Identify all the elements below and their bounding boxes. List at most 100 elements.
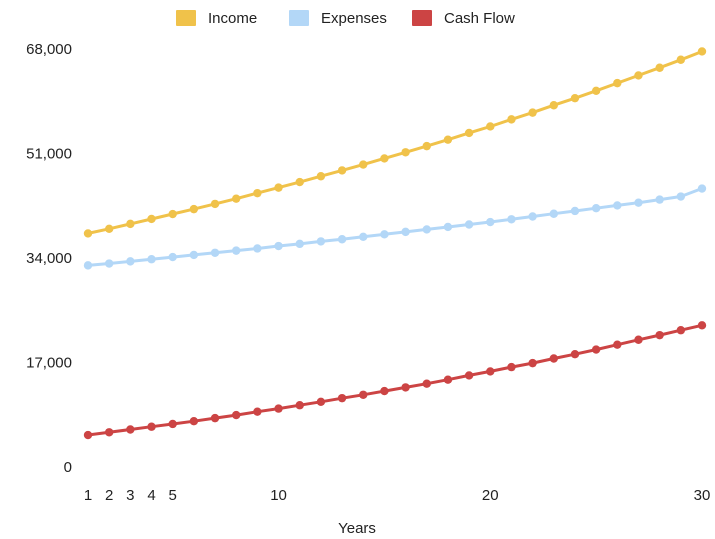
income-point [316,172,326,181]
expenses-point [422,225,431,234]
income-legend-label: Income [208,10,257,27]
income-point [613,78,622,88]
income-point [147,214,156,224]
cash-flow-point [697,321,707,330]
expenses-point [528,212,537,221]
expenses-point [380,230,389,239]
expenses-point [232,246,241,255]
x-tick-label: 5 [169,487,177,504]
income-point [443,135,453,144]
expenses-point [104,259,114,268]
income-legend-swatch [176,10,196,26]
expenses-point [83,261,93,270]
expenses-point [401,227,410,237]
income-point [464,128,474,138]
cash-flow-point [591,345,601,354]
cash-flow-point [83,430,93,440]
expenses-point [316,237,326,246]
income-point [422,141,431,151]
expenses-point [464,220,474,229]
cash-flow-point [147,422,156,431]
series-group [83,47,707,440]
cash-flow-legend-label: Cash Flow [444,10,515,27]
y-tick-label: 51,000 [26,146,72,163]
x-tick-label: 2 [105,487,113,504]
cash-flow-point [253,407,262,416]
expenses-point [210,248,220,257]
income-point [126,219,135,229]
expenses-point [655,195,664,204]
x-axis-title: Years [338,520,376,537]
expenses-point [274,241,283,251]
expenses-point [676,192,686,201]
expenses-point [507,215,516,224]
x-axis-ticks: 1 2 3 4 5 10 20 30 [84,487,711,504]
cash-flow-point [104,428,114,437]
income-point [104,224,114,234]
cash-flow-line [87,323,703,437]
expenses-point [634,198,643,207]
cash-flow-point [168,419,177,429]
income-point [295,177,304,187]
expenses-point [443,222,453,232]
cash-flow-point [507,362,516,372]
cash-flow-point [634,335,643,344]
legend: Income Expenses Cash Flow [176,10,515,27]
expenses-line [87,187,703,267]
cash-flow-point [422,379,431,388]
cash-flow-point [295,401,304,410]
expenses-point [295,239,304,249]
expenses-point [359,232,368,241]
cash-flow-point [210,413,220,423]
expenses-point [697,184,707,193]
income-point [401,148,410,157]
expenses-point [253,244,262,253]
cash-flow-point [613,340,622,349]
expenses-point [126,257,135,266]
expenses-point [570,206,580,216]
income-point [570,93,580,103]
expenses-point [486,217,495,227]
cash-flow-point [486,367,495,376]
y-tick-label: 68,000 [26,41,72,58]
cash-flow-point [274,404,283,413]
income-point [274,183,283,192]
income-point [634,71,643,80]
y-tick-label: 34,000 [26,250,72,267]
cash-flow-point [570,350,580,359]
x-tick-label: 3 [126,487,134,504]
income-point [655,63,664,72]
expenses-point [591,204,601,213]
cash-flow-point [337,393,347,403]
expenses-point [613,201,622,210]
x-tick-label: 4 [147,487,155,504]
income-point [486,122,495,131]
income-point [359,160,368,169]
expenses-point [147,255,156,264]
expenses-point [337,235,347,244]
cash-flow-point [655,330,664,340]
cash-flow-point [189,417,199,426]
income-point [697,47,707,56]
expenses-point [549,209,558,218]
expenses-point [189,250,199,260]
income-point [380,154,389,163]
cash-flow-point [359,390,368,399]
cash-flow-point [464,371,474,380]
income-point [232,194,241,203]
expenses-legend-swatch [289,10,309,26]
income-point [253,188,262,198]
x-tick-label: 1 [84,487,92,504]
income-point [210,199,220,209]
cash-flow-point [443,375,453,384]
y-tick-label: 0 [64,459,72,476]
cash-flow-legend-swatch [412,10,432,26]
income-point [676,55,686,64]
income-point [168,209,177,219]
income-point [83,229,93,238]
x-tick-label: 10 [270,487,287,504]
cash-flow-point [316,397,326,407]
cash-flow-point [232,410,241,420]
income-point [528,108,537,117]
